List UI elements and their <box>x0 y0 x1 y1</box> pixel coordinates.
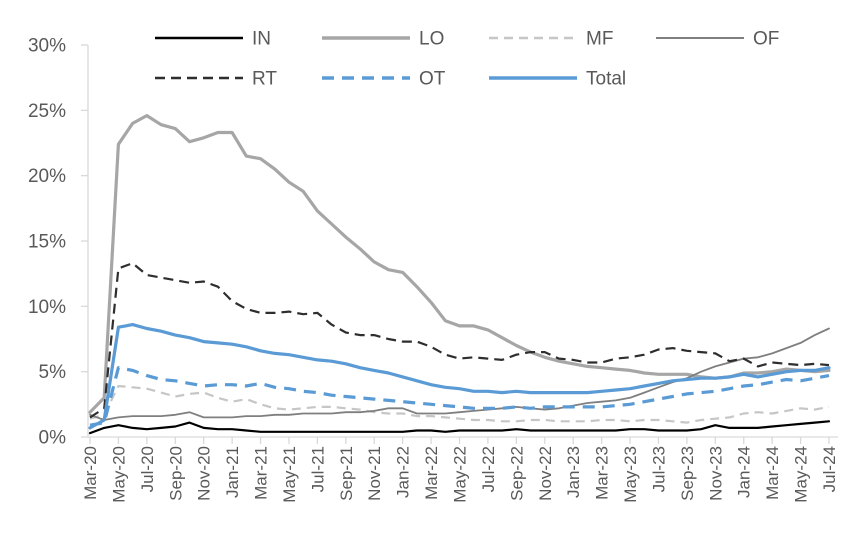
series-line-MF <box>89 384 830 424</box>
x-tick-label: May-23 <box>621 446 640 503</box>
x-tick-label: Nov-20 <box>195 446 214 501</box>
x-tick-label: Sep-21 <box>337 446 356 501</box>
y-tick-label: 30% <box>28 36 66 57</box>
x-tick-label: May-22 <box>451 446 470 503</box>
legend-item-MF: MF <box>489 29 613 50</box>
x-tick-label: Jan-21 <box>223 446 242 498</box>
legend-item-LO: LO <box>322 29 444 50</box>
x-tick-label: Jan-24 <box>735 446 754 498</box>
x-tick-label: May-21 <box>280 446 299 503</box>
x-tick-label: Sep-20 <box>166 446 185 501</box>
y-tick-label: 15% <box>28 232 66 253</box>
x-tick-label: Jan-22 <box>394 446 413 498</box>
x-tick-label: Mar-20 <box>81 446 100 500</box>
y-tick-label: 20% <box>28 166 66 187</box>
series-line-LO <box>88 113 831 414</box>
series-line-Total <box>88 323 831 430</box>
x-tick-label: Sep-22 <box>507 446 526 501</box>
series-line-IN <box>88 420 831 435</box>
legend-label-IN: IN <box>252 29 271 50</box>
x-tick-label: Jul-23 <box>649 446 668 492</box>
series-line-OF <box>89 327 830 421</box>
legend-item-Total: Total <box>489 69 626 90</box>
y-tick-label: 5% <box>39 362 67 383</box>
x-tick-label: Mar-21 <box>252 446 271 500</box>
x-tick-label: Jul-20 <box>138 446 157 492</box>
legend-item-OT: OT <box>322 69 446 90</box>
legend-label-RT: RT <box>252 69 277 90</box>
x-tick-label: Nov-23 <box>706 446 725 501</box>
legend-label-MF: MF <box>586 29 613 50</box>
x-tick-label: Mar-22 <box>422 446 441 500</box>
legend-label-OT: OT <box>419 69 446 90</box>
x-tick-label: Sep-23 <box>678 446 697 501</box>
x-tick-label: Nov-21 <box>365 446 384 501</box>
x-tick-label: Nov-22 <box>536 446 555 501</box>
x-tick-label: Jul-21 <box>308 446 327 492</box>
x-tick-label: Jul-24 <box>820 446 839 492</box>
legend-label-OF: OF <box>753 29 779 50</box>
legend-item-IN: IN <box>155 29 271 50</box>
legend-item-OF: OF <box>656 29 779 50</box>
legend-label-LO: LO <box>419 29 444 50</box>
legend-label-Total: Total <box>586 69 626 90</box>
x-tick-label: Jan-23 <box>564 446 583 498</box>
series-line-RT <box>89 262 830 419</box>
y-tick-label: 10% <box>28 297 66 318</box>
legend-item-RT: RT <box>155 69 277 90</box>
x-tick-label: Mar-23 <box>593 446 612 500</box>
x-tick-label: May-20 <box>109 446 128 503</box>
series-line-OT <box>89 366 830 427</box>
y-tick-label: 0% <box>39 428 67 449</box>
x-tick-label: Mar-24 <box>763 446 782 500</box>
y-tick-label: 25% <box>28 101 66 122</box>
x-tick-label: May-24 <box>792 446 811 503</box>
x-tick-label: Jul-22 <box>479 446 498 492</box>
